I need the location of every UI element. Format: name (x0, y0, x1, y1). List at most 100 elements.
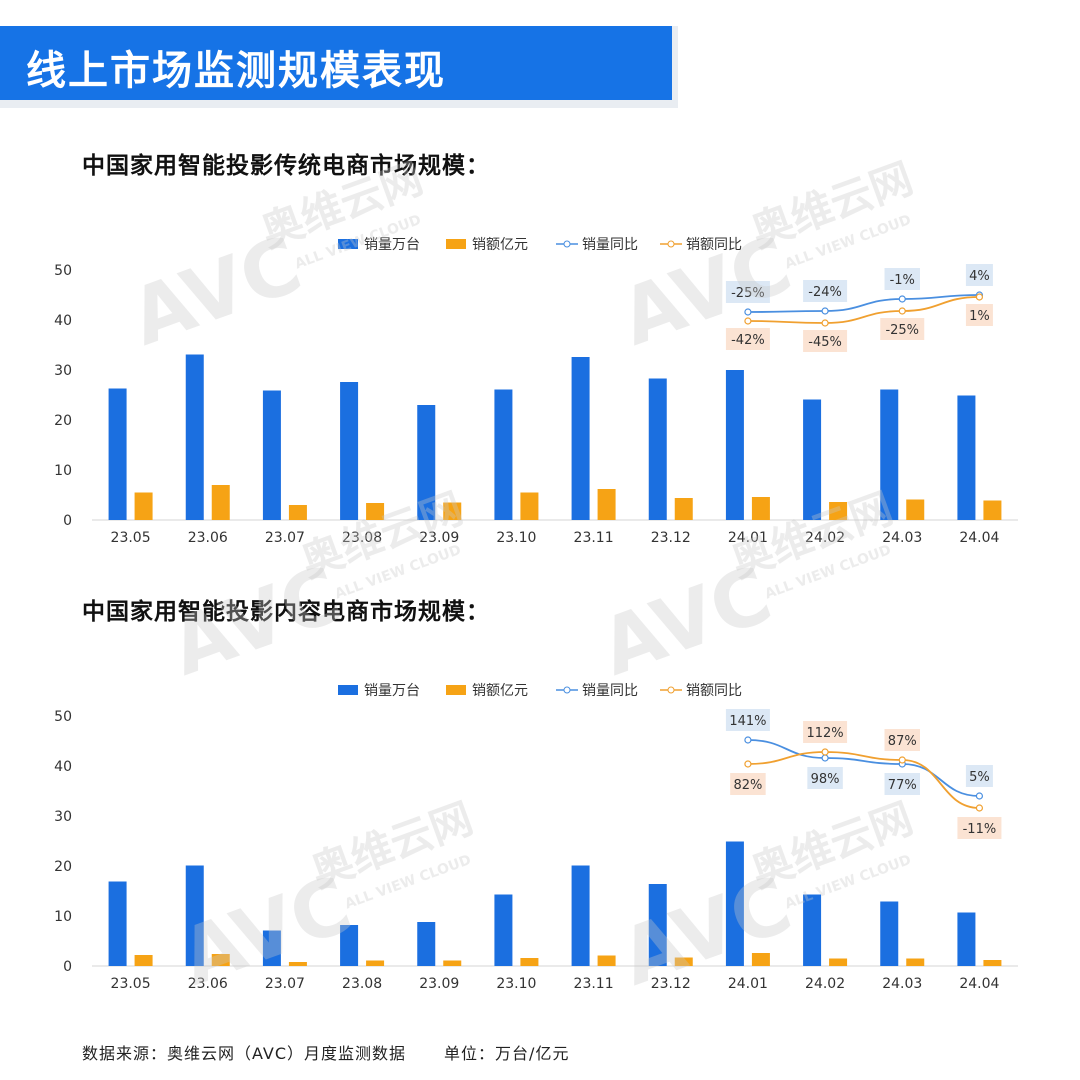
legend-item: 销量同比 (556, 683, 638, 699)
data-label-volume-yoy: -1% (890, 273, 915, 288)
x-tick-label: 23.06 (188, 976, 228, 992)
x-tick-label: 23.10 (496, 976, 536, 992)
bar-volume (340, 382, 359, 520)
chart-legend: 销量万台 销额亿元 销量同比 销额同比 (338, 683, 742, 699)
legend-label: 销额亿元 (472, 237, 528, 253)
line-revenue-yoy (747, 296, 980, 324)
data-label-bg-volume-yoy (965, 765, 993, 787)
point-revenue-yoy (744, 317, 752, 325)
x-tick-label: 24.03 (882, 530, 922, 546)
bar-volume (571, 357, 590, 520)
point-revenue-yoy (898, 307, 906, 315)
x-tick-label: 23.09 (419, 976, 459, 992)
data-label-volume-yoy: -25% (731, 286, 765, 301)
data-label-revenue-yoy: 87% (888, 734, 917, 749)
bar-volume (417, 922, 436, 966)
data-label-revenue-yoy: -11% (963, 822, 997, 837)
legend-label: 销额亿元 (472, 683, 528, 699)
bar-volume (262, 930, 281, 966)
data-label-volume-yoy: 5% (969, 770, 990, 785)
data-label-bg-revenue-yoy (957, 817, 1002, 839)
x-tick-label: 24.01 (728, 976, 768, 992)
point-volume-yoy (975, 792, 984, 800)
data-label-bg-volume-yoy (725, 281, 770, 303)
legend-item: 销量万台 (338, 237, 420, 253)
y-tick-label: 10 (54, 463, 72, 479)
data-label-revenue-yoy: -45% (808, 335, 842, 350)
legend-item: 销量万台 (338, 683, 420, 699)
bar-revenue (443, 502, 462, 520)
data-label-bg-volume-yoy (884, 268, 920, 290)
x-tick-label: 23.11 (574, 976, 614, 992)
point-volume-yoy (744, 308, 752, 316)
bar-revenue (829, 958, 848, 966)
data-label-revenue-yoy: 82% (733, 778, 762, 793)
bar-volume (494, 389, 513, 520)
point-revenue-yoy (821, 748, 829, 756)
y-tick-label: 10 (54, 909, 72, 925)
point-volume-yoy (821, 307, 829, 315)
bar-volume (880, 389, 899, 520)
watermark-logo-text: AVC (590, 550, 783, 680)
bar-volume (108, 388, 127, 520)
bar-revenue (134, 955, 153, 966)
y-tick-label: 30 (54, 809, 72, 825)
line-revenue-yoy (747, 751, 980, 809)
data-label-revenue-yoy: -42% (731, 333, 765, 348)
data-label-bg-revenue-yoy (803, 330, 848, 352)
y-tick-label: 20 (54, 859, 72, 875)
y-tick-label: 30 (54, 363, 72, 379)
bar-volume (494, 894, 513, 966)
line-volume-yoy (747, 739, 980, 797)
footer-source: 数据来源：奥维云网（AVC）月度监测数据 (82, 1044, 407, 1063)
bar-revenue (983, 960, 1002, 966)
x-tick-label: 24.04 (959, 976, 999, 992)
data-label-bg-volume-yoy (807, 767, 843, 789)
legend-label: 销量万台 (364, 237, 420, 253)
bar-revenue (597, 489, 616, 520)
legend-label: 销额同比 (686, 683, 742, 699)
data-label-volume-yoy: 98% (811, 772, 840, 787)
x-tick-label: 23.08 (342, 976, 382, 992)
y-tick-label: 50 (54, 709, 72, 725)
data-label-bg-revenue-yoy (965, 304, 993, 326)
bar-revenue (674, 957, 693, 966)
bar-revenue (597, 955, 616, 966)
bar-volume (417, 405, 436, 520)
legend-item: 销额亿元 (446, 237, 528, 253)
legend-swatch-revenue (446, 685, 466, 695)
x-tick-label: 23.08 (342, 530, 382, 546)
y-tick-label: 40 (54, 313, 72, 329)
bar-revenue (674, 498, 693, 520)
data-label-volume-yoy: 77% (888, 778, 917, 793)
section-title-content: 中国家用智能投影内容电商市场规模： (82, 599, 490, 625)
line-volume-yoy (747, 294, 980, 313)
x-tick-label: 23.12 (651, 976, 691, 992)
x-tick-label: 23.10 (496, 530, 536, 546)
bar-revenue (829, 502, 848, 520)
point-revenue-yoy (898, 756, 906, 764)
x-tick-label: 24.03 (882, 976, 922, 992)
bar-revenue (751, 953, 770, 966)
bar-volume (957, 395, 976, 520)
legend-item: 销额亿元 (446, 683, 528, 699)
point-volume-yoy (898, 295, 906, 303)
y-tick-label: 0 (63, 513, 72, 529)
legend-swatch-volume (338, 239, 358, 249)
bar-revenue (520, 492, 539, 520)
data-label-bg-revenue-yoy (730, 773, 766, 795)
x-tick-label: 23.07 (265, 976, 305, 992)
legend-label: 销量万台 (364, 683, 420, 699)
x-tick-label: 23.12 (651, 530, 691, 546)
x-tick-label: 24.02 (805, 530, 845, 546)
section-title-traditional: 中国家用智能投影传统电商市场规模： (82, 153, 490, 179)
legend-marker (563, 686, 571, 694)
data-label-revenue-yoy: -25% (885, 323, 919, 338)
bar-revenue (366, 503, 385, 520)
bar-volume (571, 865, 590, 966)
bar-volume (803, 399, 822, 520)
data-label-revenue-yoy: 1% (969, 309, 990, 324)
page-title: 线上市场监测规模表现 (26, 48, 446, 94)
x-tick-label: 24.02 (805, 976, 845, 992)
bar-revenue (443, 960, 462, 966)
